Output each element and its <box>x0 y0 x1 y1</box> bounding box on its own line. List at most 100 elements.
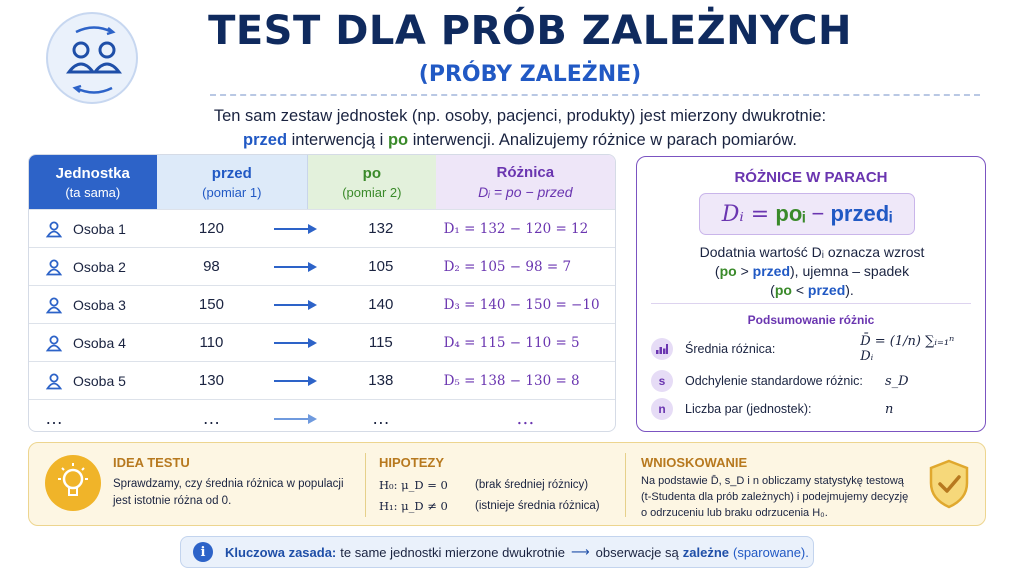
desc2-a: ( <box>714 263 720 279</box>
panel-description: Dodatnia wartość Dᵢ oznacza wzrost (po >… <box>657 243 967 300</box>
hypotheses-title: HIPOTEZY <box>379 455 445 470</box>
header-after-title: po <box>362 164 381 182</box>
arrow-right-icon <box>266 286 326 323</box>
h1-note: (istnieje średnia różnica) <box>475 499 600 512</box>
header-after-sub: (pomiar 2) <box>342 184 402 200</box>
after-value: 138 <box>368 372 394 389</box>
desc3-b: < <box>791 282 808 298</box>
formula-przed: przedᵢ <box>830 201 893 226</box>
table-row: Osoba 3 150 140 D₃ = 140 − 150 = −10 <box>29 285 615 323</box>
desc3-a: ( <box>770 282 775 298</box>
summary-title: Podsumowanie różnic <box>747 313 875 327</box>
unit-label: Osoba 2 <box>73 258 126 275</box>
unit-label: Osoba 1 <box>73 220 126 237</box>
unit-cell: Osoba 4 <box>29 324 157 361</box>
key-emphasis: zależne <box>682 544 729 560</box>
formula-lhs: Dᵢ = <box>721 202 770 227</box>
key-principle-bar: i Kluczowa zasada: te same jednostki mie… <box>180 536 814 568</box>
intro-end: interwencji. Analizujemy różnice w parac… <box>408 131 797 149</box>
desc3-przed: przed <box>807 282 846 298</box>
panel-desc-line-1: Dodatnia wartość Dᵢ oznacza wzrost <box>699 244 925 260</box>
formula-po: poᵢ <box>775 201 806 226</box>
summary-row-mean: Średnia różnica: D̄ = (1/n) ∑ᵢ₌₁ⁿ Dᵢ <box>651 334 971 364</box>
unit-cell: Osoba 5 <box>29 362 157 399</box>
arrow-right-icon <box>266 362 326 399</box>
bar-chart-icon <box>651 338 673 360</box>
intro-text: Ten sam zestaw jednostek (np. osoby, pac… <box>120 104 920 152</box>
summary-n-value: n <box>885 401 894 417</box>
separator <box>365 453 366 517</box>
desc2-b: > <box>736 263 753 279</box>
ellipsis-unit: … <box>45 408 63 428</box>
before-value: 120 <box>198 220 224 237</box>
desc3-c: ). <box>845 282 854 298</box>
summary-row-n: n Liczba par (jednostek): n <box>651 395 971 423</box>
unit-cell: Osoba 2 <box>29 248 157 285</box>
header-diff: Różnica Dᵢ = po − przed <box>435 155 615 209</box>
panel-desc-line-3: (po < przed). <box>657 281 967 300</box>
test-summary-box: IDEA TESTU Sprawdzamy, czy średnia różni… <box>28 442 986 526</box>
hypotheses-list: H₀: μ_D = 0 (brak średniej różnicy) H₁: … <box>379 474 619 516</box>
h0-row: H₀: μ_D = 0 (brak średniej różnicy) <box>379 474 619 495</box>
idea-title: IDEA TESTU <box>113 455 190 470</box>
person-icon <box>45 297 63 313</box>
paired-data-table: Jednostka (ta sama) przed (pomiar 1) po … <box>28 154 616 432</box>
lightbulb-icon <box>45 455 101 511</box>
info-icon: i <box>193 542 213 562</box>
person-icon <box>45 335 63 351</box>
inference-text: Na podstawie D̄, s_D i n obliczamy staty… <box>641 475 909 519</box>
separator <box>625 453 626 517</box>
key-emphasis-2: (sparowane). <box>733 544 809 560</box>
arrow-right-icon <box>266 248 326 285</box>
h1-formula: H₁: μ_D ≠ 0 <box>379 498 448 513</box>
arrow-right-icon <box>266 400 326 431</box>
paired-people-logo-icon <box>46 12 138 104</box>
summary-mean-label: Średnia różnica: <box>685 342 776 356</box>
table-row: Osoba 2 98 105 D₂ = 105 − 98 = 7 <box>29 247 615 285</box>
intro-line-2: przed interwencją i po interwencji. Anal… <box>120 128 920 152</box>
unit-label: Osoba 5 <box>73 372 126 389</box>
summary-n-label: Liczba par (jednostek): <box>685 402 812 416</box>
person-icon <box>45 221 63 237</box>
difference-formula: Dᵢ = poᵢ − przedᵢ <box>699 193 915 235</box>
header-unit-title: Jednostka <box>55 164 130 182</box>
before-value: 110 <box>199 334 224 351</box>
intro-line-1: Ten sam zestaw jednostek (np. osoby, pac… <box>213 107 827 125</box>
ellipsis-diff: … <box>516 408 535 429</box>
desc2-przed: przed <box>752 263 790 279</box>
h1-row: H₁: μ_D ≠ 0 (istnieje średnia różnica) <box>379 495 619 516</box>
panel-title: RÓŻNICE W PARACH <box>734 169 888 186</box>
difference-value: D₃ = 140 − 150 = −10 <box>443 296 600 313</box>
summary-mean-value: D̄ = (1/n) ∑ᵢ₌₁ⁿ Dᵢ <box>860 334 955 364</box>
summary-sd-label: Odchylenie standardowe różnic: <box>685 374 863 388</box>
h0-note: (brak średniej różnicy) <box>475 478 589 491</box>
shield-check-icon <box>929 459 969 509</box>
header-unit-sub: (ta sama) <box>65 184 121 200</box>
header-diff-title: Różnica <box>496 164 555 181</box>
key-label: Kluczowa zasada: <box>225 544 337 560</box>
header-diff-sub: Dᵢ = po − przed <box>478 184 573 200</box>
unit-cell: Osoba 1 <box>29 210 157 247</box>
arrow-right-icon <box>266 210 326 247</box>
person-icon <box>45 259 63 275</box>
intro-przed: przed <box>243 131 288 149</box>
after-value: 115 <box>368 334 393 351</box>
before-value: 130 <box>198 372 224 389</box>
intro-mid: interwencją i <box>287 131 388 149</box>
page-subtitle: (PRÓBY ZALEŻNE) <box>418 62 642 87</box>
table-row: Osoba 1 120 132 D₁ = 132 − 120 = 12 <box>29 209 615 247</box>
panel-desc-line-2: (po > przed), ujemna – spadek <box>657 262 967 281</box>
header-after: po (pomiar 2) <box>308 155 436 209</box>
page-title: TEST DLA PRÓB ZALEŻNYCH <box>208 8 852 54</box>
difference-value: D₅ = 138 − 130 = 8 <box>443 372 580 389</box>
unit-label: Osoba 3 <box>73 296 126 313</box>
hypotheses-column: HIPOTEZY H₀: μ_D = 0 (brak średniej różn… <box>379 455 619 516</box>
difference-value: D₂ = 105 − 98 = 7 <box>443 258 572 275</box>
header-before-title: przed <box>211 164 252 182</box>
desc2-c: ), ujemna – spadek <box>790 263 910 279</box>
desc3-po: po <box>774 282 792 298</box>
desc2-po: po <box>719 263 737 279</box>
table-row: Osoba 4 110 115 D₄ = 115 − 110 = 5 <box>29 323 615 361</box>
unit-label: Osoba 4 <box>73 334 126 351</box>
table-row-ellipsis: … … … … <box>29 399 615 431</box>
